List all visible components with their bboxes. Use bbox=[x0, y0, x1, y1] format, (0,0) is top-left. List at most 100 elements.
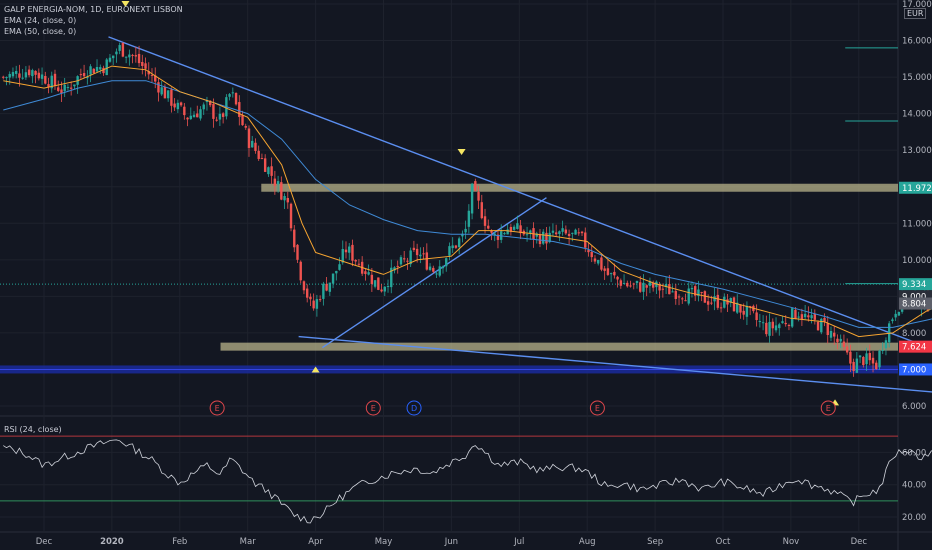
candle-body bbox=[871, 357, 875, 364]
candle-body bbox=[577, 232, 580, 234]
candle-body bbox=[296, 244, 299, 260]
candle-body bbox=[664, 284, 668, 288]
candle-body bbox=[44, 75, 47, 84]
candle-body bbox=[406, 260, 409, 262]
candle-body bbox=[325, 283, 328, 291]
price-tick-label: 6.000 bbox=[902, 402, 926, 412]
candle-body bbox=[551, 230, 555, 233]
time-tick-label: May bbox=[375, 537, 393, 547]
candle-body bbox=[50, 75, 53, 89]
price-tag-label: 9.334 bbox=[902, 280, 926, 290]
candle-body bbox=[467, 210, 471, 227]
event-marker bbox=[589, 400, 605, 416]
candle-body bbox=[118, 45, 121, 51]
candle-body bbox=[173, 103, 176, 108]
event-label: E bbox=[215, 404, 220, 413]
candle-body bbox=[700, 292, 703, 294]
candle-body bbox=[778, 324, 781, 329]
candle-body bbox=[208, 100, 212, 106]
candle-body bbox=[603, 268, 606, 271]
candle-body bbox=[745, 305, 749, 317]
event-marker bbox=[209, 400, 225, 416]
candle-body bbox=[774, 325, 778, 331]
candle-body bbox=[593, 258, 597, 262]
candle-body bbox=[587, 250, 590, 253]
candle-body bbox=[794, 309, 797, 319]
candle-body bbox=[99, 67, 102, 70]
candle-body bbox=[697, 289, 700, 297]
candle-body bbox=[580, 231, 584, 234]
candle-body bbox=[192, 114, 196, 118]
candle-body bbox=[186, 117, 189, 120]
candle-body bbox=[238, 102, 241, 117]
ema50-legend[interactable]: EMA (50, close, 0) bbox=[4, 27, 77, 36]
candle-body bbox=[771, 321, 774, 329]
candle-body bbox=[393, 267, 396, 271]
candle-body bbox=[765, 322, 768, 335]
candle-body bbox=[512, 226, 516, 230]
candle-body bbox=[713, 296, 716, 302]
candle-body bbox=[263, 158, 267, 172]
candle-body bbox=[823, 317, 826, 322]
candle-body bbox=[758, 321, 762, 323]
candle-body bbox=[205, 100, 209, 103]
candle-body bbox=[826, 323, 829, 336]
candle-body bbox=[150, 74, 154, 76]
candle-body bbox=[451, 245, 454, 249]
candle-body bbox=[810, 315, 813, 319]
candle-body bbox=[726, 299, 729, 305]
price-tag bbox=[899, 278, 932, 291]
candle-body bbox=[419, 254, 422, 257]
candle-body bbox=[380, 289, 383, 292]
candle-body bbox=[228, 94, 231, 97]
candle-body bbox=[616, 276, 619, 280]
candle-body bbox=[312, 300, 315, 309]
candle-body bbox=[270, 166, 273, 176]
candle-body bbox=[483, 216, 487, 226]
price-tick-label: 10.000 bbox=[902, 256, 932, 266]
price-tag-label: 9.000 bbox=[902, 292, 926, 302]
candle-body bbox=[351, 244, 354, 261]
ema24-legend[interactable]: EMA (24, close, 0) bbox=[4, 16, 77, 25]
candle-body bbox=[797, 316, 800, 318]
symbol-title[interactable]: GALP ENERGIA-NOM, 1D, EURONEXT LISBON bbox=[4, 5, 183, 14]
candle-body bbox=[525, 234, 529, 236]
candle-body bbox=[244, 125, 247, 128]
currency-badge[interactable]: EUR bbox=[904, 8, 927, 19]
rsi-legend[interactable]: RSI (24, close) bbox=[4, 425, 62, 434]
candle-body bbox=[176, 102, 180, 110]
candle-body bbox=[891, 319, 894, 322]
candle-body bbox=[63, 84, 66, 92]
signal-marker bbox=[311, 366, 320, 373]
candle-body bbox=[545, 232, 548, 244]
candle-body bbox=[567, 233, 571, 237]
time-tick-label: Dec bbox=[851, 537, 868, 547]
event-label: E bbox=[826, 404, 831, 413]
candle-body bbox=[147, 71, 150, 75]
candle-body bbox=[648, 281, 652, 286]
event-label: E bbox=[371, 404, 376, 413]
candle-body bbox=[884, 340, 888, 349]
candle-body bbox=[166, 90, 170, 99]
candle-body bbox=[671, 291, 674, 293]
candle-body bbox=[331, 273, 335, 284]
candle-body bbox=[457, 238, 461, 248]
event-marker bbox=[365, 400, 381, 416]
candle-body bbox=[538, 234, 542, 245]
candle-body bbox=[706, 301, 710, 305]
candle-body bbox=[212, 103, 215, 119]
candle-body bbox=[548, 232, 551, 243]
time-tick-label: Jul bbox=[513, 537, 524, 547]
candle-body bbox=[784, 322, 787, 325]
candle-body bbox=[66, 87, 70, 89]
candle-body bbox=[160, 87, 163, 95]
candle-body bbox=[790, 308, 794, 327]
candle-body bbox=[82, 73, 86, 77]
rsi-tick-label: 40.00 bbox=[902, 481, 926, 491]
time-tick-label: Sep bbox=[647, 537, 663, 547]
price-tick-label: 16.000 bbox=[902, 37, 932, 47]
candle-body bbox=[493, 233, 496, 236]
trendline-channel bbox=[322, 197, 547, 349]
candle-body bbox=[128, 54, 131, 58]
